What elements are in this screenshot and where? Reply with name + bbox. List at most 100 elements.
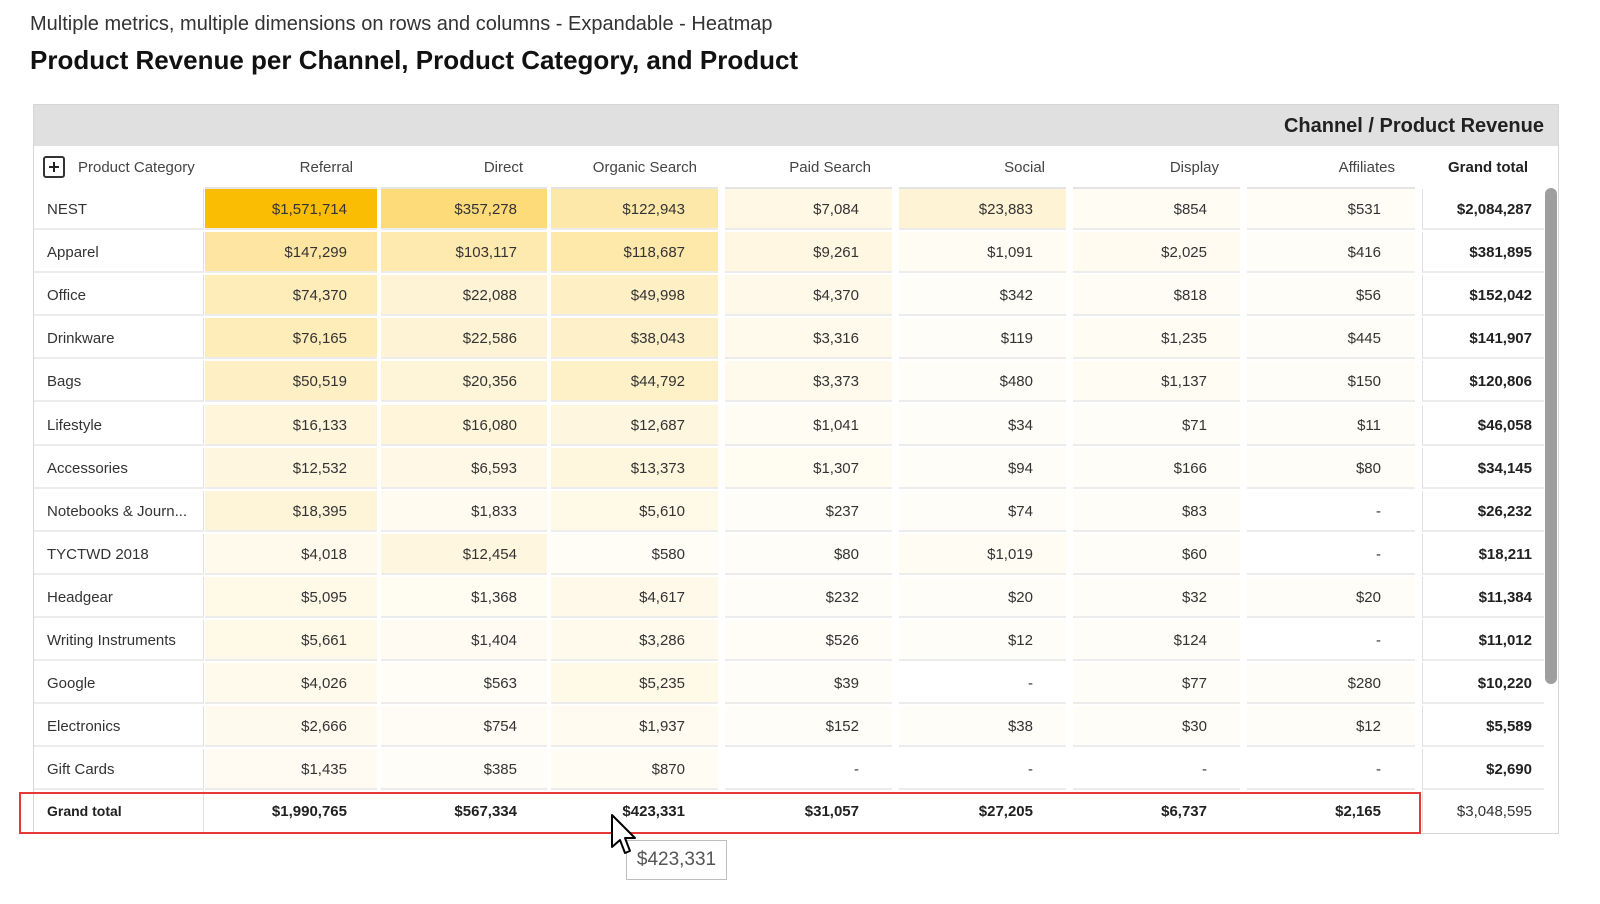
heatmap-cell[interactable]: $6,593 [381,447,547,489]
row-dimension-header[interactable]: Product Category [34,146,204,189]
heatmap-cell[interactable]: $416 [1247,232,1415,274]
row-grand-total[interactable]: $26,232 [1422,490,1544,532]
row-grand-total[interactable]: $11,384 [1422,576,1544,618]
heatmap-cell[interactable]: $1,571,714 [205,189,377,230]
row-grand-total[interactable]: $2,690 [1422,749,1544,791]
row-label[interactable]: Office [34,275,204,317]
heatmap-cell[interactable]: $50,519 [205,361,377,403]
table-row[interactable]: Notebooks & Journ... $18,395 $1,833 $5,610 $… [34,490,1544,534]
heatmap-cell[interactable]: $83 [1073,490,1240,532]
heatmap-cell[interactable]: $7,084 [725,189,892,230]
table-row[interactable]: Accessories $12,532 $6,593 $13,373 $1,307 $94… [34,447,1544,491]
heatmap-cell[interactable]: $22,088 [381,275,547,317]
heatmap-cell[interactable]: $18,395 [205,490,377,532]
grand-total-cell[interactable]: $423,331 [622,803,685,820]
row-grand-total[interactable]: $18,211 [1422,533,1544,575]
table-row[interactable]: Headgear $5,095 $1,368 $4,617 $232 $20 $32 $20 $… [34,576,1544,620]
heatmap-cell[interactable]: - [725,749,892,791]
column-header[interactable]: Referral [299,159,353,176]
row-label[interactable]: Google [34,663,204,705]
heatmap-cell[interactable]: $74 [899,490,1066,532]
heatmap-cell[interactable]: $32 [1073,576,1240,618]
row-label[interactable]: Notebooks & Journ... [34,490,204,532]
heatmap-cell[interactable]: - [1247,490,1415,532]
row-label[interactable]: Drinkware [34,318,204,360]
row-grand-total[interactable]: $46,058 [1422,404,1544,446]
heatmap-cell[interactable]: $854 [1073,189,1240,230]
row-label[interactable]: Lifestyle [34,404,204,446]
heatmap-cell[interactable]: $445 [1247,318,1415,360]
table-row[interactable]: Bags $50,519 $20,356 $44,792 $3,373 $480 $1,13… [34,361,1544,404]
row-label[interactable]: Bags [34,361,204,403]
heatmap-cell[interactable]: $1,435 [205,749,377,791]
heatmap-cell[interactable]: $124 [1073,620,1240,661]
heatmap-cell[interactable]: $5,095 [205,576,377,618]
heatmap-cell[interactable]: $152 [725,706,892,748]
column-header[interactable]: Social [1004,159,1045,176]
heatmap-cell[interactable]: $2,025 [1073,232,1240,274]
table-row[interactable]: Google $4,026 $563 $5,235 $39- $77 $280 $10,220 [34,663,1544,706]
heatmap-cell[interactable]: - [899,749,1066,791]
table-row[interactable]: Drinkware $76,165 $22,586 $38,043 $3,316 $119… [34,318,1544,361]
row-grand-total[interactable]: $141,907 [1422,318,1544,360]
heatmap-cell[interactable]: $2,666 [205,706,377,748]
heatmap-cell[interactable]: $147,299 [205,232,377,274]
heatmap-cell[interactable]: $1,404 [381,620,547,661]
heatmap-cell[interactable]: $74,370 [205,275,377,317]
table-row[interactable]: Gift Cards $1,435 $385 $870- - - - $2,690 [34,749,1544,792]
heatmap-cell[interactable]: $103,117 [381,232,547,274]
heatmap-cell[interactable]: $385 [381,749,547,791]
heatmap-cell[interactable]: $754 [381,706,547,748]
grand-total-cell[interactable]: $2,165 [1335,803,1381,820]
heatmap-cell[interactable]: $818 [1073,275,1240,317]
heatmap-cell[interactable]: $76,165 [205,318,377,360]
heatmap-cell[interactable]: $1,368 [381,576,547,618]
grand-total-cell[interactable]: $31,057 [804,803,859,820]
heatmap-cell[interactable]: $34 [899,404,1066,446]
column-header[interactable]: Organic Search [592,159,697,176]
heatmap-cell[interactable]: $44,792 [551,361,718,403]
row-grand-total[interactable]: $34,145 [1422,447,1544,489]
heatmap-cell[interactable]: $3,286 [551,620,718,661]
heatmap-cell[interactable]: $12,687 [551,404,718,446]
heatmap-cell[interactable]: $60 [1073,533,1240,575]
heatmap-cell[interactable]: $3,373 [725,361,892,403]
heatmap-cell[interactable]: $12,454 [381,533,547,575]
heatmap-cell[interactable]: $30 [1073,706,1240,748]
grand-total-cell[interactable]: $567,334 [454,803,517,820]
table-row[interactable]: Electronics $2,666 $754 $1,937 $152 $38 $30 $12… [34,706,1544,749]
heatmap-cell[interactable]: $1,091 [899,232,1066,274]
heatmap-cell[interactable]: $3,316 [725,318,892,360]
heatmap-cell[interactable]: $526 [725,620,892,661]
heatmap-cell[interactable]: $531 [1247,189,1415,230]
heatmap-cell[interactable]: $4,617 [551,576,718,618]
heatmap-cell[interactable]: $1,041 [725,404,892,446]
row-label[interactable]: Apparel [34,232,204,274]
table-row[interactable]: Apparel $147,299 $103,117 $118,687 $9,261 $1,… [34,232,1544,275]
heatmap-cell[interactable]: $1,235 [1073,318,1240,360]
heatmap-cell[interactable]: $357,278 [381,189,547,230]
row-grand-total[interactable]: $2,084,287 [1422,189,1544,230]
heatmap-cell[interactable]: $122,943 [551,189,718,230]
column-header[interactable]: Display [1169,159,1219,176]
heatmap-cell[interactable]: $118,687 [551,232,718,274]
heatmap-cell[interactable]: - [1247,749,1415,791]
column-header[interactable]: Affiliates [1338,159,1395,176]
grand-total-cell[interactable]: $27,205 [978,803,1033,820]
heatmap-cell[interactable]: $5,235 [551,663,718,705]
heatmap-cell[interactable]: $280 [1247,663,1415,705]
heatmap-cell[interactable]: $49,998 [551,275,718,317]
heatmap-cell[interactable]: $480 [899,361,1066,403]
heatmap-cell[interactable]: $56 [1247,275,1415,317]
row-grand-total[interactable]: $10,220 [1422,663,1544,705]
heatmap-cell[interactable]: $77 [1073,663,1240,705]
table-row[interactable]: Lifestyle $16,133 $16,080 $12,687 $1,041 $34 $… [34,404,1544,448]
heatmap-cell[interactable]: - [1247,533,1415,575]
heatmap-cell[interactable]: $4,370 [725,275,892,317]
row-label[interactable]: Electronics [34,706,204,748]
row-label[interactable]: TYCTWD 2018 [34,533,204,575]
heatmap-cell[interactable]: $80 [725,533,892,575]
heatmap-cell[interactable]: $1,019 [899,533,1066,575]
heatmap-cell[interactable]: $20 [1247,576,1415,618]
row-grand-total[interactable]: $381,895 [1422,232,1544,274]
